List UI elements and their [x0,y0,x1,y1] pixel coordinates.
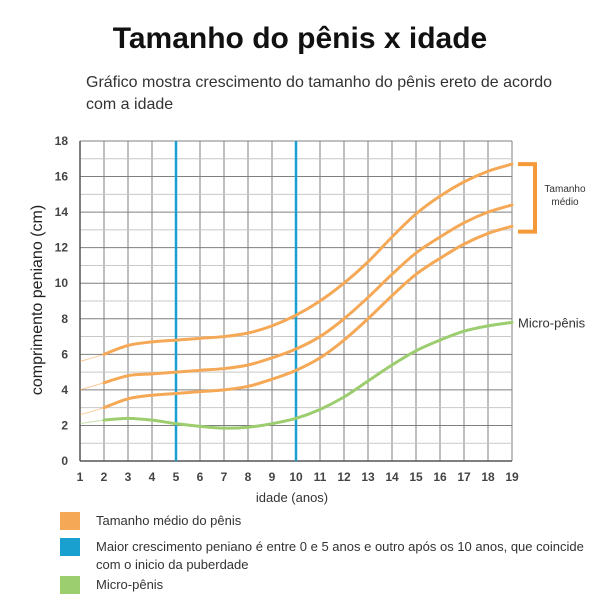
x-axis-label: idade (anos) [256,490,328,505]
micro-penis-label: Micro-pênis [518,315,586,330]
series-line-3 [102,320,514,430]
x-tick-label: 9 [269,470,276,484]
series-line-0 [102,162,514,356]
y-tick-label: 6 [61,347,68,361]
y-tick-label: 2 [61,418,68,432]
x-tick-label: 6 [197,470,204,484]
x-tick-label: 15 [409,470,423,484]
y-axis-ticks: 0 2 4 6 8 10 12 14 16 18 [55,134,69,468]
chart-title: Tamanho do pênis x idade [112,22,488,55]
x-tick-label: 7 [221,470,228,484]
legend-text: Maior crescimento peniano é entre 0 e 5 … [96,539,584,572]
y-tick-label: 16 [55,170,69,184]
bracket-label: Tamanho médio [544,184,586,208]
y-tick-label: 18 [55,134,69,148]
bracket-label-line: médio [551,197,579,208]
x-tick-label: 17 [457,470,471,484]
x-tick-label: 10 [289,470,303,484]
y-tick-label: 0 [61,454,68,468]
legend-text: Tamanho médio do pênis [96,513,242,528]
x-tick-label: 16 [433,470,447,484]
legend-swatch-orange [60,512,80,530]
chart-subtitle: Gráfico mostra crescimento do tamanho do… [86,74,553,113]
x-tick-label: 8 [245,470,252,484]
x-tick-label: 19 [505,470,519,484]
x-tick-label: 5 [173,470,180,484]
legend-swatch-blue [60,538,80,556]
series-line-2 [102,224,514,410]
x-tick-label: 2 [101,470,108,484]
legend-swatch-green [60,576,80,594]
x-tick-label: 3 [125,470,132,484]
y-axis-label: comprimento peniano (cm) [29,205,46,395]
series-line-1 [102,203,514,385]
y-tick-label: 14 [55,205,69,219]
bracket-label-line: Tamanho [544,184,586,195]
x-tick-label: 1 [77,470,84,484]
x-tick-label: 12 [337,470,351,484]
x-tick-label: 11 [314,470,327,484]
average-size-bracket [518,162,537,234]
chart-series [79,162,514,430]
x-tick-label: 14 [385,470,399,484]
y-tick-label: 10 [55,276,69,290]
x-tick-label: 18 [481,470,495,484]
x-axis-ticks: 1 2 3 4 5 6 7 8 9 10 11 12 13 14 15 16 17 18 19 [77,470,519,484]
y-tick-label: 8 [61,312,68,326]
y-tick-label: 12 [55,241,69,255]
y-tick-label: 4 [61,383,68,397]
x-tick-label: 4 [149,470,156,484]
highlight-lines [174,141,298,461]
legend-text: Micro-pênis [96,577,164,592]
x-tick-label: 13 [361,470,375,484]
